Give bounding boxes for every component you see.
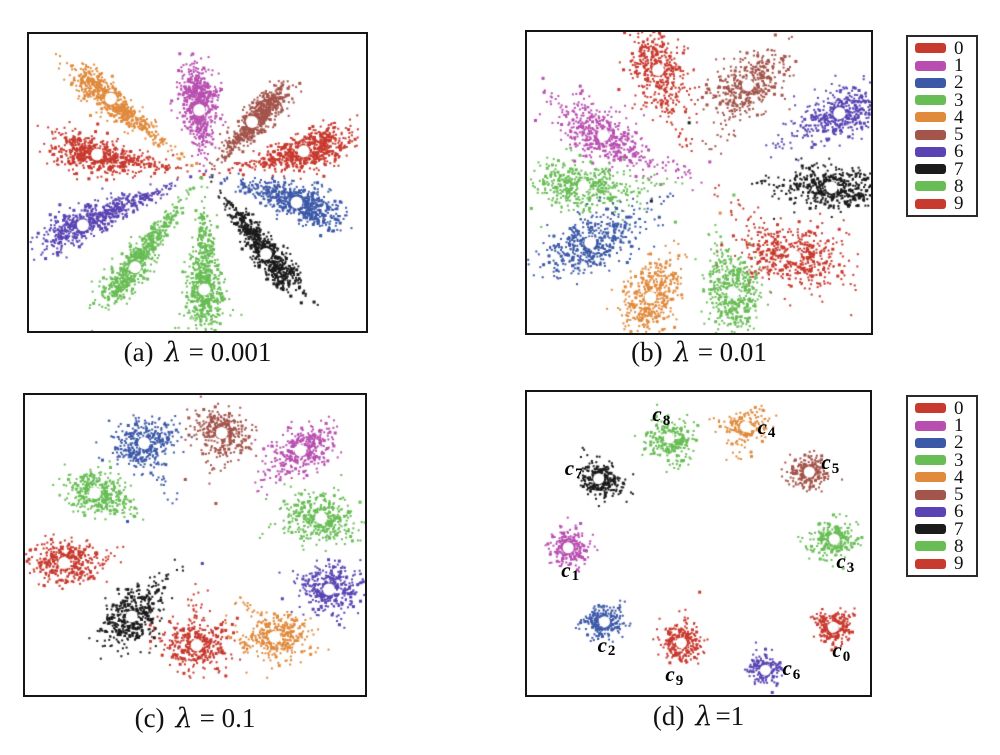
cluster-label-c1: c1 xyxy=(561,557,580,585)
legend-item-6: 6 xyxy=(915,141,976,163)
legend-swatch-8 xyxy=(915,181,946,192)
caption-b-lambda: λ xyxy=(673,337,691,368)
legend-item-5: 5 xyxy=(915,124,976,146)
cluster-label-c7: c7 xyxy=(564,455,583,483)
legend-item-7: 7 xyxy=(915,158,976,180)
legend-item-4: 4 xyxy=(915,466,976,488)
legend-swatch-6 xyxy=(915,146,946,157)
legend-item-2: 2 xyxy=(915,432,976,454)
legend-swatch-4 xyxy=(915,472,946,483)
scatter-canvas-c xyxy=(25,395,365,695)
legend-label-5: 5 xyxy=(954,124,964,146)
panel-d: c8 c4 c7 c5 c1 c3 c2 c9 c0 c6 xyxy=(525,390,872,697)
cluster-label-c0: c0 xyxy=(832,638,851,665)
caption-a-lambda: λ xyxy=(164,337,182,368)
legend-swatch-7 xyxy=(915,524,946,535)
legend-swatch-1 xyxy=(915,60,946,71)
legend-label-7: 7 xyxy=(954,158,964,180)
legend-label-5: 5 xyxy=(954,484,964,506)
caption-a-value: = 0.001 xyxy=(188,337,272,367)
scatter-canvas-b xyxy=(527,32,871,333)
legend-item-2: 2 xyxy=(915,72,976,94)
caption-c-lambda: λ xyxy=(175,703,193,734)
caption-b: (b) λ = 0.01 xyxy=(525,337,873,368)
legend-label-9: 9 xyxy=(954,193,964,215)
legend-swatch-1 xyxy=(915,420,946,431)
legend-item-4: 4 xyxy=(915,106,976,128)
legend-swatch-4 xyxy=(915,112,946,123)
panel-c xyxy=(23,393,367,697)
legend-swatch-3 xyxy=(915,95,946,106)
cluster-label-c4: c4 xyxy=(757,414,776,442)
caption-d: (d) λ =1 xyxy=(525,701,872,732)
legend-label-8: 8 xyxy=(954,175,964,197)
legend-item-0: 0 xyxy=(915,37,976,59)
cluster-label-c9: c9 xyxy=(665,662,684,689)
legend-label-2: 2 xyxy=(954,432,964,454)
legend-swatch-2 xyxy=(915,77,946,88)
legend-item-5: 5 xyxy=(915,484,976,506)
legend-label-7: 7 xyxy=(954,518,964,540)
legend-label-8: 8 xyxy=(954,535,964,557)
legend-swatch-5 xyxy=(915,129,946,140)
legend-label-6: 6 xyxy=(954,501,964,523)
caption-b-value: = 0.01 xyxy=(697,337,767,367)
legend-swatch-3 xyxy=(915,455,946,466)
caption-d-index: (d) xyxy=(652,701,685,731)
legend-label-1: 1 xyxy=(954,55,964,77)
legend-item-3: 3 xyxy=(915,449,976,471)
legend-label-3: 3 xyxy=(954,89,964,111)
legend-item-7: 7 xyxy=(915,518,976,540)
legend-item-1: 1 xyxy=(915,415,976,437)
caption-c-index: (c) xyxy=(134,703,165,733)
legend-swatch-9 xyxy=(915,558,946,569)
caption-c: (c) λ = 0.1 xyxy=(23,703,367,734)
legend-label-9: 9 xyxy=(954,553,964,575)
legend-swatch-5 xyxy=(915,489,946,500)
cluster-label-c8: c8 xyxy=(652,402,671,429)
legend-item-9: 9 xyxy=(915,553,976,575)
legend-label-2: 2 xyxy=(954,72,964,94)
legend-swatch-9 xyxy=(915,198,946,209)
scatter-canvas-d xyxy=(527,392,870,695)
panel-b xyxy=(525,30,873,335)
legend-swatch-2 xyxy=(915,437,946,448)
legend-label-0: 0 xyxy=(954,37,964,59)
legend-item-0: 0 xyxy=(915,397,976,419)
panel-a xyxy=(27,32,368,333)
caption-a: (a) λ = 0.001 xyxy=(27,337,368,368)
cluster-label-c6: c6 xyxy=(782,656,801,684)
legend-item-8: 8 xyxy=(915,535,976,557)
legend-swatch-0 xyxy=(915,403,946,414)
legend-label-4: 4 xyxy=(954,106,964,128)
legend-label-0: 0 xyxy=(954,397,964,419)
legend-label-4: 4 xyxy=(954,466,964,488)
caption-c-value: = 0.1 xyxy=(199,703,256,733)
legend-label-3: 3 xyxy=(954,449,964,471)
cluster-label-c2: c2 xyxy=(597,632,616,660)
legend-item-6: 6 xyxy=(915,501,976,523)
legend-label-1: 1 xyxy=(954,415,964,437)
legend-item-3: 3 xyxy=(915,89,976,111)
legend-swatch-0 xyxy=(915,43,946,54)
cluster-label-c5: c5 xyxy=(821,450,840,477)
caption-b-index: (b) xyxy=(631,337,663,367)
legend-swatch-8 xyxy=(915,541,946,552)
caption-d-lambda: λ xyxy=(695,701,713,732)
caption-d-value: =1 xyxy=(715,701,745,731)
legend-item-1: 1 xyxy=(915,55,976,77)
legend-swatch-7 xyxy=(915,164,946,175)
caption-a-index: (a) xyxy=(123,337,154,367)
legend-item-8: 8 xyxy=(915,175,976,197)
cluster-label-c3: c3 xyxy=(836,549,855,577)
scatter-canvas-a xyxy=(29,34,366,331)
legend-item-9: 9 xyxy=(915,193,976,215)
legend-swatch-6 xyxy=(915,506,946,517)
legend-label-6: 6 xyxy=(954,141,964,163)
